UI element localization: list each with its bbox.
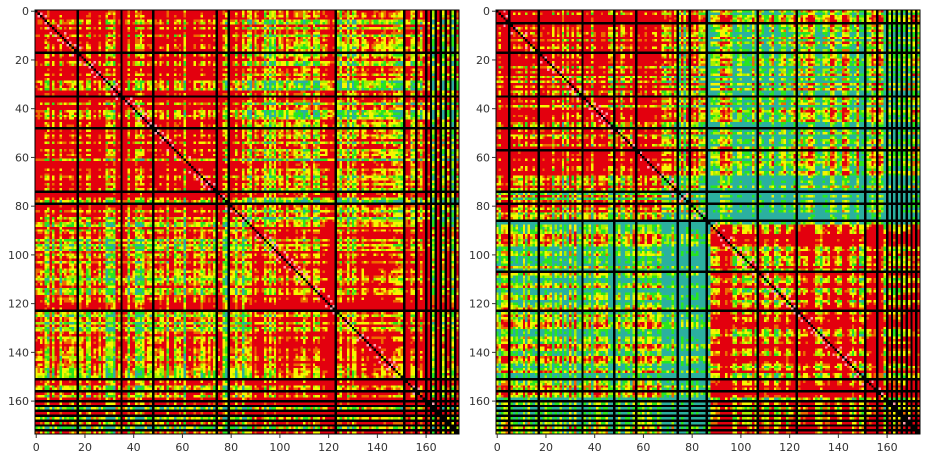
x-tick-label: 160 xyxy=(877,441,898,454)
y-tick-label: 80 xyxy=(476,200,490,213)
y-tick-label: 100 xyxy=(8,249,29,262)
plot-frame xyxy=(34,9,460,435)
x-tick-label: 60 xyxy=(636,441,650,454)
x-tick-label: 0 xyxy=(33,441,40,454)
x-tick-label: 120 xyxy=(779,441,800,454)
y-tick-label: 40 xyxy=(476,103,490,116)
plot-frame xyxy=(495,9,921,435)
x-tick-label: 120 xyxy=(318,441,339,454)
y-tick-label: 160 xyxy=(469,395,490,408)
y-tick-label: 140 xyxy=(469,346,490,359)
y-tick-label: 20 xyxy=(15,54,29,67)
x-tick-label: 100 xyxy=(269,441,290,454)
y-tick-label: 0 xyxy=(22,5,29,18)
y-tick-label: 40 xyxy=(15,103,29,116)
x-tick-label: 140 xyxy=(367,441,388,454)
y-tick-label: 60 xyxy=(15,151,29,164)
x-tick-label: 160 xyxy=(416,441,437,454)
x-tick-label: 140 xyxy=(828,441,849,454)
y-tick-label: 60 xyxy=(476,151,490,164)
heatmap-cells xyxy=(35,10,459,434)
y-tick-label: 0 xyxy=(483,5,490,18)
x-tick-label: 40 xyxy=(588,441,602,454)
heatmap-panel-right: 0 0 20 20 40 40 60 60 80 80 100 100 120 120 140 140 160 1… xyxy=(469,5,921,454)
y-tick-label: 120 xyxy=(469,298,490,311)
heatmap-cells xyxy=(496,10,920,434)
heatmap-panel-left: 0 0 20 20 40 40 60 60 80 80 100 100 120 120 140 140 160 1… xyxy=(8,5,460,454)
y-tick-label: 120 xyxy=(8,298,29,311)
y-tick-label: 100 xyxy=(469,249,490,262)
x-tick-label: 0 xyxy=(494,441,501,454)
y-tick-label: 20 xyxy=(476,54,490,67)
x-tick-label: 20 xyxy=(539,441,553,454)
y-tick-label: 160 xyxy=(8,395,29,408)
x-tick-label: 80 xyxy=(224,441,238,454)
y-tick-label: 80 xyxy=(15,200,29,213)
x-tick-label: 40 xyxy=(127,441,141,454)
x-tick-label: 80 xyxy=(685,441,699,454)
y-tick-label: 140 xyxy=(8,346,29,359)
x-tick-label: 100 xyxy=(730,441,751,454)
x-tick-label: 20 xyxy=(78,441,92,454)
x-tick-label: 60 xyxy=(175,441,189,454)
